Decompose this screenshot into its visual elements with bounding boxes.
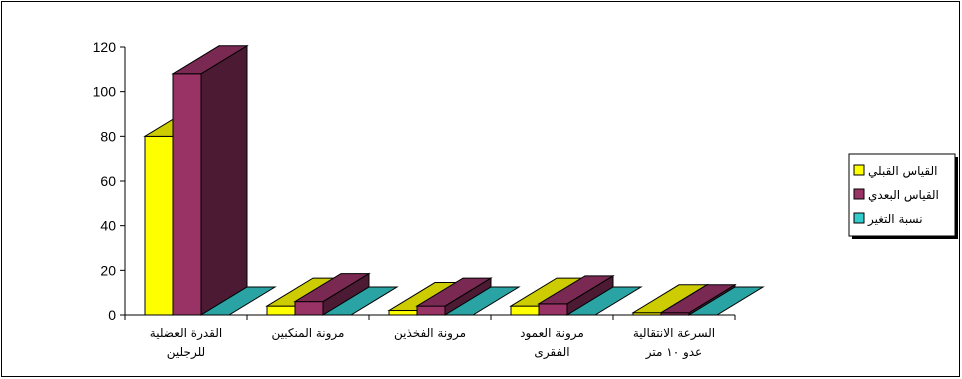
y-tick-label: 100 [93, 84, 117, 100]
legend: القياس القبلي القياس البعدي نسبة التغير [848, 153, 958, 239]
y-tick-label: 80 [100, 128, 116, 144]
bar-top [199, 286, 277, 316]
bar-front [266, 305, 296, 316]
legend-swatch [853, 212, 865, 224]
legend-box [848, 153, 956, 237]
bar-side [200, 44, 248, 316]
bar-top [415, 277, 493, 307]
bar [443, 286, 521, 316]
legend-label: القياس القبلي [868, 164, 937, 179]
bar-top [537, 275, 615, 305]
bar-top [565, 286, 643, 316]
y-tick-label: 40 [100, 218, 116, 234]
bar-top [293, 273, 371, 303]
bar-top [443, 286, 521, 316]
bar [565, 286, 643, 316]
y-tick-label: 0 [108, 307, 116, 323]
bar-top [659, 284, 737, 314]
bar [321, 286, 399, 316]
bar [537, 274, 615, 316]
bars [143, 44, 765, 316]
x-tick-label: مرونة العمود الفقرى [520, 326, 584, 360]
legend-label: نسبة التغير [867, 212, 923, 227]
bar-front [388, 310, 418, 316]
bar [199, 286, 277, 316]
legend-swatch [853, 188, 865, 200]
bar [293, 272, 371, 316]
legend-swatch [853, 164, 865, 176]
bar-top [171, 45, 249, 75]
x-tick-label: مرونة الفخذين [394, 326, 466, 341]
bar-front [172, 73, 202, 316]
bar-front [538, 303, 568, 316]
y-tick-label: 60 [100, 173, 116, 189]
x-tick-label: السرعة الانتقالية عدو ١٠ متر [633, 326, 715, 360]
category-labels: القدرة العضلية للرجلين مرونة المنكبين مرونة… [150, 326, 715, 360]
bar-front [416, 305, 446, 316]
y-tick-label: 20 [100, 262, 116, 278]
bar [687, 286, 765, 316]
legend-label: القياس البعدي [868, 188, 939, 203]
bar-top [687, 286, 765, 316]
x-tick-label: مرونة المنكبين [272, 326, 345, 341]
bar-front [144, 135, 174, 316]
bar-front [510, 305, 540, 316]
bar [171, 44, 249, 316]
x-tick-label: القدرة العضلية للرجلين [150, 326, 222, 360]
y-tick-label: 120 [93, 39, 117, 55]
bar-front [294, 301, 324, 316]
bar-top [321, 286, 399, 316]
